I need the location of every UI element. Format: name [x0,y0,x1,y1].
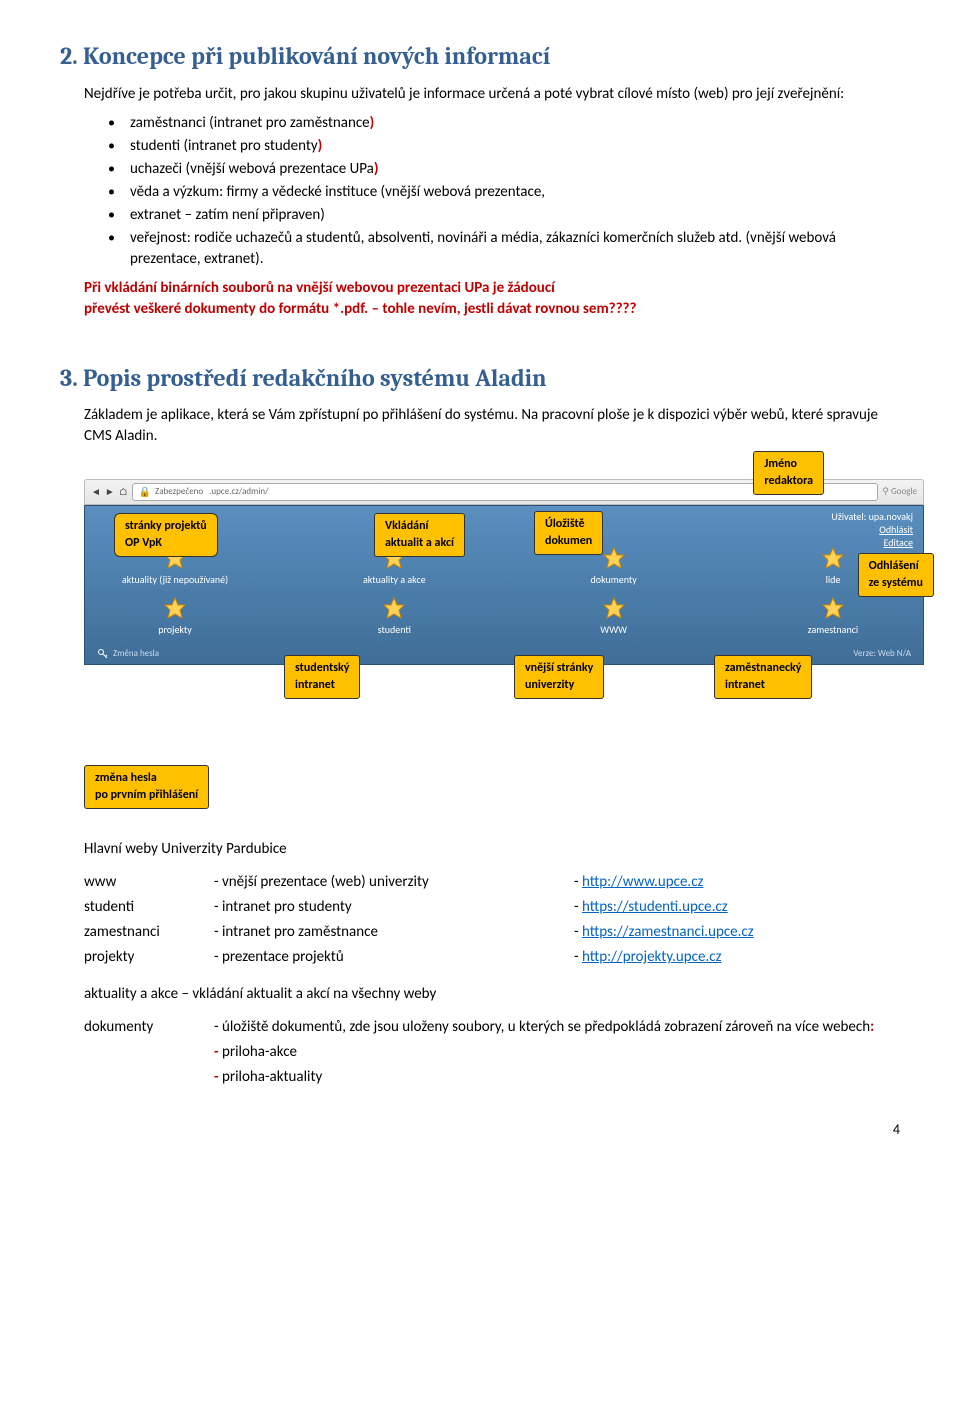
admin-right: Uživatel: upa.novakj Odhlásit Editace [831,510,913,549]
callout-projekty: stránky projektů OP VpK [114,513,218,557]
link-studenti[interactable]: https://studenti.upce.cz [582,898,728,916]
version-label: Verze: Web N/A [853,648,911,661]
star-icon [821,546,845,570]
bullet-item: věda a výzkum: firmy a vědecké instituce… [108,182,900,203]
star-icon [602,546,626,570]
links-table: www - vnější prezentace (web) univerzity… [84,870,904,970]
table-row: zamestnanci - intranet pro zaměstnance -… [84,920,904,945]
bullet-item: veřejnost: rodiče uchazečů a studentů, a… [108,228,900,270]
logout-link[interactable]: Odhlásit [831,523,913,536]
section3-intro: Základem je aplikace, která se Vám zpřís… [84,405,900,447]
bullet-item: studenti (intranet pro studenty) [108,136,900,157]
icon-row-2: projekty studenti WWW zamestnanci [105,596,903,637]
icon-row-1: aktuality (již nepoužívané) aktuality a … [105,546,903,587]
callout-jmeno: Jméno redaktora [753,451,824,495]
table-row: projekty - prezentace projektů - http://… [84,945,904,970]
callout-zmena-hesla: změna hesla po prvním přihlášení [84,765,209,809]
callout-studentsky: studentský intranet [284,655,360,699]
page-number: 4 [60,1120,900,1140]
secured-label: Zabezpečeno [155,486,203,499]
callout-uloziste: Úložiště dokumen [534,511,603,555]
link-www[interactable]: http://www.upce.cz [582,873,703,891]
bullet-item: uchazeči (vnější webová prezentace UPa) [108,159,900,180]
table-row: - priloha-aktuality [84,1065,904,1090]
callout-vkladani: Vkládání aktualit a akcí [374,513,465,557]
key-icon [97,648,109,660]
admin-icon-zamestnanci[interactable]: zamestnanci [763,596,903,637]
star-icon [602,596,626,620]
table-row: - priloha-akce [84,1040,904,1065]
admin-icon-projekty[interactable]: projekty [105,596,245,637]
url-text: .upce.cz/admin/ [209,486,268,499]
star-icon [382,596,406,620]
bullet-item: zaměstnanci (intranet pro zaměstnance) [108,113,900,134]
extra-line: aktuality a akce – vkládání aktualit a a… [84,984,900,1005]
lock-icon: 🔒 [139,485,151,499]
nav-back-icon[interactable]: ◄ [91,485,101,499]
admin-icon-www[interactable]: WWW [544,596,684,637]
admin-icon-studenti[interactable]: studenti [324,596,464,637]
link-projekty[interactable]: http://projekty.upce.cz [582,948,722,966]
section2-intro: Nejdříve je potřeba určit, pro jakou sku… [84,84,900,105]
callout-odhlaseni: Odhlášení ze systému [858,553,934,597]
callout-vnejsi: vnější stránky univerzity [514,655,604,699]
admin-screenshot: Jméno redaktora ◄ ► ⌂ 🔒 Zabezpečeno .upc… [84,459,924,739]
docs-table: dokumenty - úložiště dokumentů, zde jsou… [84,1015,904,1090]
star-icon [163,596,187,620]
home-icon[interactable]: ⌂ [119,485,128,499]
change-pw-link[interactable]: Změna hesla [97,648,159,661]
highlight-1: Při vkládání binárních souborů na vnější… [84,278,900,299]
callout-zamestnanecky: zaměstnanecký intranet [714,655,812,699]
table-row: www - vnější prezentace (web) univerzity… [84,870,904,895]
search-box[interactable]: ⚲ Google [882,486,917,499]
star-icon [821,596,845,620]
table-row: dokumenty - úložiště dokumentů, zde jsou… [84,1015,904,1040]
section2-bullets: zaměstnanci (intranet pro zaměstnance) s… [108,113,900,270]
bullet-item: extranet – zatím není připraven) [108,205,900,226]
section2-heading: 2. Koncepce při publikování nových infor… [60,40,900,74]
nav-fwd-icon[interactable]: ► [105,485,115,499]
section3-heading: 3. Popis prostředí redakčního systému Al… [60,362,900,396]
link-zamestnanci[interactable]: https://zamestnanci.upce.cz [582,923,754,941]
highlight-2: převést veškeré dokumenty do formátu *.p… [84,299,900,320]
table-row: studenti - intranet pro studenty - https… [84,895,904,920]
links-heading: Hlavní weby Univerzity Pardubice [84,839,900,860]
